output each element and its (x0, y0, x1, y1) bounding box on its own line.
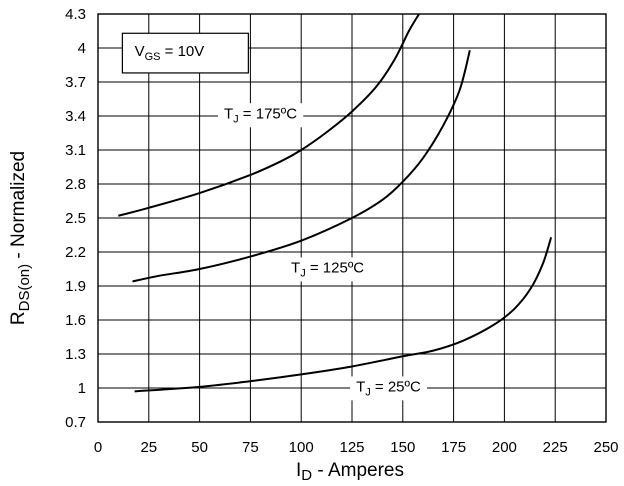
label-25-rest: = 25ºC (371, 378, 421, 395)
label-125-rest: = 125ºC (306, 259, 365, 276)
x-tick-label: 0 (94, 439, 102, 456)
y-tick-label: 1.3 (65, 346, 86, 363)
x-tick-label: 50 (191, 439, 208, 456)
gridlines (98, 14, 606, 422)
x-tick-label: 25 (140, 439, 157, 456)
label-tj-25: TJ = 25ºC (356, 378, 421, 398)
label-25-main: T (356, 378, 365, 395)
series-line-0 (118, 14, 420, 217)
x-tick-label: 150 (390, 439, 415, 456)
y-tick-label: 2.8 (65, 176, 86, 193)
y-tick-label: 1.6 (65, 312, 86, 329)
y-tick-label: 1.9 (65, 278, 86, 295)
y-tick-label: 3.1 (65, 142, 86, 159)
x-title-sub: D (301, 467, 312, 484)
y-tick-label: 2.2 (65, 244, 86, 261)
x-axis-title: ID - Amperes (296, 460, 404, 484)
y-tick-label: 2.5 (65, 210, 86, 227)
series-lines (118, 14, 553, 393)
legend-sub: GS (145, 51, 161, 63)
x-tick-labels: 0 25 50 75 100 125 150 175 200 225 250 (94, 439, 619, 456)
legend-rest: = 10V (160, 43, 204, 60)
x-tick-label: 250 (593, 439, 618, 456)
x-tick-label: 125 (339, 439, 364, 456)
y-tick-label: 3.7 (65, 74, 86, 91)
label-bg-25 (350, 376, 427, 401)
y-tick-label: 4 (78, 40, 86, 57)
label-175-sub: J (233, 113, 239, 125)
label-tj-175: TJ = 175ºC (224, 105, 297, 125)
x-tick-label: 75 (242, 439, 259, 456)
plot-frame (97, 13, 607, 423)
y-title-sub: DS(on) (16, 264, 33, 312)
y-tick-label: 4.3 (65, 6, 86, 23)
label-175-main: T (224, 105, 233, 122)
y-axis-title: RDS(on) - Normalized (8, 151, 33, 325)
series-line-2 (134, 236, 553, 393)
x-tick-label: 225 (543, 439, 568, 456)
x-tick-label: 100 (289, 439, 314, 456)
label-125-sub: J (300, 267, 306, 279)
label-25-sub: J (365, 386, 371, 398)
y-tick-label: 1 (78, 380, 86, 397)
legend-main: V (135, 43, 145, 60)
y-tick-labels: 0.7 1 1.3 1.6 1.9 2.2 2.5 2.8 3.1 3.4 3.7 4 4.3 (65, 6, 86, 431)
y-title-main: R (8, 311, 29, 325)
x-title-main: I (296, 460, 301, 481)
label-125-main: T (291, 259, 300, 276)
curve-labels: TJ = 175ºC TJ = 125ºC TJ = 25ºC (217, 103, 427, 401)
y-tick-label: 0.7 (65, 414, 86, 431)
label-175-rest: = 175ºC (239, 105, 298, 122)
series-line-1 (132, 50, 471, 283)
x-tick-label: 200 (492, 439, 517, 456)
x-title-rest: - Amperes (312, 460, 404, 481)
y-tick-label: 3.4 (65, 108, 86, 125)
label-bg-125 (285, 257, 371, 282)
legend-box-text: VGS = 10V (135, 43, 205, 63)
legend-box (121, 32, 249, 74)
label-tj-125: TJ = 125ºC (291, 259, 364, 279)
y-title-rest: - Normalized (8, 151, 29, 264)
x-tick-label: 175 (441, 439, 466, 456)
label-bg-175 (217, 103, 304, 128)
